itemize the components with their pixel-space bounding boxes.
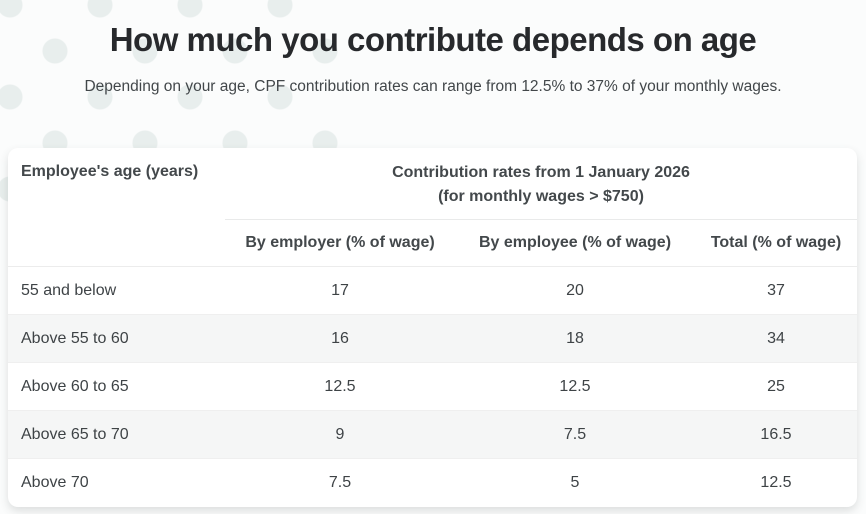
age-range: Above 60 to 65: [21, 377, 129, 395]
table-row: 55 and below 17 20 37: [8, 266, 857, 315]
age-range: Above 55 to 60: [21, 329, 129, 347]
employee-column-header: By employee (% of wage): [455, 219, 695, 267]
table-row: Above 70 7.5 5 12.5: [8, 458, 857, 507]
page-header: How much you contribute depends on age D…: [0, 0, 866, 96]
rates-period-line2: (for monthly wages > $750): [438, 188, 644, 205]
total-rate: 37: [767, 281, 785, 299]
employer-rate: 9: [335, 425, 345, 443]
age-column-header: Employee's age (years): [8, 148, 225, 267]
employer-column-header: By employer (% of wage): [225, 219, 455, 267]
total-rate: 25: [767, 377, 785, 395]
page-subtitle: Depending on your age, CPF contribution …: [84, 78, 782, 95]
table-row: Above 60 to 65 12.5 12.5 25: [8, 362, 857, 411]
employee-rate: 12.5: [559, 377, 591, 395]
rates-period-header: Contribution rates from 1 January 2026 (…: [225, 148, 857, 220]
employer-rate: 16: [331, 329, 349, 347]
page-title: How much you contribute depends on age: [109, 21, 757, 58]
employer-rate: 7.5: [328, 473, 352, 491]
employer-rate: 12.5: [324, 377, 356, 395]
table-row: Above 55 to 60 16 18 34: [8, 314, 857, 363]
table-header-row-main: Employee's age (years) Contribution rate…: [8, 148, 857, 267]
rates-table: Employee's age (years) Contribution rate…: [8, 148, 857, 507]
total-rate: 16.5: [760, 425, 792, 443]
employee-rate: 18: [566, 329, 584, 347]
rates-table-card: Employee's age (years) Contribution rate…: [8, 148, 857, 507]
employer-rate: 17: [331, 281, 349, 299]
age-range: Above 70: [21, 473, 89, 491]
total-rate: 12.5: [760, 473, 792, 491]
age-range: 55 and below: [21, 281, 117, 299]
age-range: Above 65 to 70: [21, 425, 129, 443]
rates-period-line1: Contribution rates from 1 January 2026: [392, 164, 690, 181]
table-row: Above 65 to 70 9 7.5 16.5: [8, 410, 857, 459]
total-rate: 34: [767, 329, 785, 347]
employee-rate: 5: [570, 473, 580, 491]
employee-rate: 20: [566, 281, 584, 299]
employee-rate: 7.5: [563, 425, 587, 443]
table-header-row-sub: By employer (% of wage) By employee (% o…: [8, 219, 857, 267]
total-column-header: Total (% of wage): [695, 219, 857, 267]
